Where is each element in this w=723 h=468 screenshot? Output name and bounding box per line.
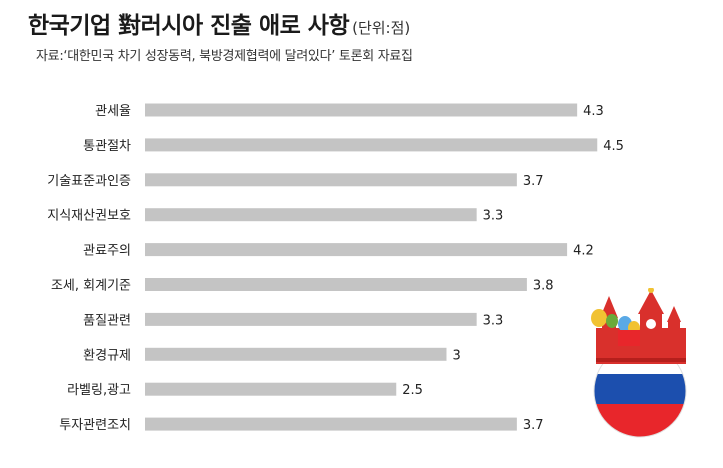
- bar: [145, 173, 517, 187]
- bar-group: 기술표준과인증 3.7: [47, 173, 544, 189]
- category-label: 품질관련: [83, 313, 131, 328]
- category-label: 관세율: [95, 104, 131, 119]
- bar: [145, 278, 527, 291]
- value-label: 4.2: [573, 244, 594, 259]
- chart-title: 한국기업 對러시아 진출 애로 사항: [28, 13, 350, 39]
- bar: [145, 417, 517, 431]
- bar: [145, 208, 477, 222]
- value-label: 4.5: [603, 139, 624, 154]
- chart-source: 자료:‘대한민국 차기 성장동력, 북방경제협력에 달려있다’ 토론회 자료집: [36, 49, 413, 64]
- chart-unit: (단위:점): [352, 19, 411, 37]
- category-label: 지식재산권보호: [47, 209, 131, 224]
- category-label: 관료주의: [83, 244, 131, 259]
- value-label: 3.3: [483, 313, 504, 328]
- category-label: 통관절차: [83, 139, 131, 154]
- bar: [145, 103, 578, 117]
- chart-title-row: 한국기업 對러시아 진출 애로 사항 (단위:점): [28, 6, 410, 40]
- category-label: 환경규제: [83, 348, 131, 363]
- value-label: 3.7: [523, 418, 544, 433]
- category-label: 조세, 회계기준: [51, 279, 131, 294]
- bar-group: 품질관련 3.3: [83, 312, 504, 328]
- bar-group: 조세, 회계기준 3.8: [51, 278, 554, 294]
- bar-group: 지식재산권보호 3.3: [47, 208, 503, 224]
- bar-group: 관세율 4.3: [95, 103, 604, 119]
- bar-group: 통관절차 4.5: [83, 138, 624, 154]
- value-label: 4.3: [583, 104, 604, 119]
- bar: [145, 382, 397, 396]
- value-label: 2.5: [402, 383, 423, 398]
- value-label: 3: [453, 348, 461, 363]
- value-label: 3.8: [533, 279, 554, 294]
- bar-group: 환경규제 3: [83, 347, 461, 363]
- category-label: 투자관련조치: [59, 418, 131, 433]
- category-label: 기술표준과인증: [47, 174, 131, 189]
- bar: [145, 243, 568, 257]
- bar-group: 라벨링,광고 2.5: [67, 382, 423, 398]
- value-label: 3.7: [523, 174, 544, 189]
- bar-group: 투자관련조치 3.7: [59, 417, 544, 433]
- bar: [145, 347, 447, 361]
- value-label: 3.3: [483, 209, 504, 224]
- bar-group: 관료주의 4.2: [83, 243, 594, 259]
- bar: [145, 138, 598, 152]
- kremlin-russia-flag-icon: [591, 288, 687, 438]
- category-label: 라벨링,광고: [67, 383, 131, 398]
- bar: [145, 312, 477, 326]
